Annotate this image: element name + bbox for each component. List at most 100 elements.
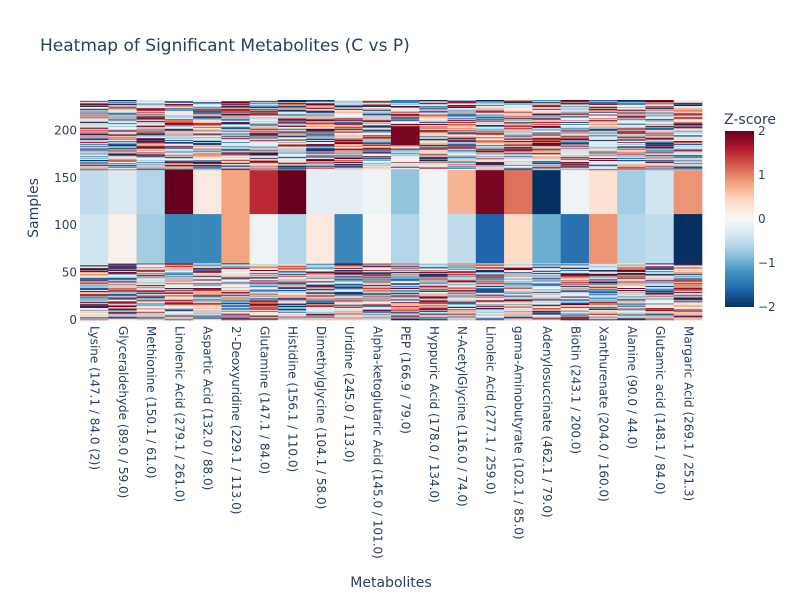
heatmap-cell xyxy=(221,299,250,301)
heatmap-cell xyxy=(475,153,505,155)
heatmap-cell xyxy=(108,268,137,271)
heatmap-cell xyxy=(419,148,448,150)
heatmap-cell xyxy=(504,145,533,147)
heatmap-cell xyxy=(80,165,109,167)
heatmap-cell xyxy=(277,129,307,131)
heatmap-cell xyxy=(136,294,166,296)
heatmap-cell xyxy=(334,135,364,137)
heatmap-cell xyxy=(673,288,703,290)
heatmap-cell xyxy=(306,288,335,290)
heatmap-cell xyxy=(673,106,703,108)
heatmap-cell xyxy=(80,145,109,147)
heatmap-cell xyxy=(334,278,364,280)
heatmap-cell xyxy=(108,315,137,317)
heatmap-cell xyxy=(277,293,307,295)
heatmap-cell xyxy=(164,270,194,272)
heatmap-cell xyxy=(362,163,392,165)
heatmap-cell xyxy=(475,274,505,276)
heatmap-cell xyxy=(80,151,109,153)
heatmap-cell xyxy=(504,136,533,138)
heatmap-cell xyxy=(419,135,448,137)
heatmap-cell xyxy=(419,133,448,135)
heatmap-cell xyxy=(362,316,392,318)
x-tick-label: Glyceraldehyde (89.0 / 59.0) xyxy=(116,326,130,498)
heatmap-cell xyxy=(617,312,646,314)
heatmap-cell xyxy=(277,288,307,290)
heatmap-cell xyxy=(504,165,533,167)
heatmap-cell xyxy=(80,136,109,139)
heatmap-cell xyxy=(391,295,420,297)
heatmap-cell xyxy=(419,105,448,107)
heatmap-cell xyxy=(80,310,109,312)
heatmap-cell xyxy=(193,148,222,150)
heatmap-cell xyxy=(362,300,392,302)
heatmap-cell xyxy=(673,137,703,140)
heatmap-cell xyxy=(504,268,533,271)
heatmap-cell xyxy=(447,153,477,155)
heatmap-cell xyxy=(164,152,194,154)
heatmap-cell xyxy=(193,108,222,110)
heatmap-cell xyxy=(504,266,533,269)
heatmap-cell xyxy=(391,275,420,277)
heatmap-cell xyxy=(617,275,646,277)
heatmap-cell xyxy=(193,166,222,168)
heatmap-block-cell xyxy=(419,213,448,264)
heatmap-cell xyxy=(645,145,675,147)
heatmap-cell xyxy=(475,144,505,146)
heatmap-cell xyxy=(334,270,364,272)
heatmap-cell xyxy=(673,122,703,125)
heatmap-cell xyxy=(447,146,477,148)
heatmap-cell xyxy=(306,309,335,311)
heatmap-cell xyxy=(249,298,279,300)
heatmap-cell xyxy=(673,125,703,127)
heatmap-cell xyxy=(645,156,675,159)
heatmap-cell xyxy=(164,286,194,289)
heatmap-cell xyxy=(221,169,250,171)
heatmap-cell xyxy=(475,137,505,140)
heatmap-cell xyxy=(136,289,166,291)
heatmap-cell xyxy=(532,265,561,267)
heatmap-cell xyxy=(617,126,646,128)
heatmap-cell xyxy=(306,121,335,124)
heatmap-cell xyxy=(560,266,590,269)
heatmap-cell xyxy=(617,119,646,122)
heatmap-cell xyxy=(645,284,675,287)
heatmap-cell xyxy=(560,285,590,288)
heatmap-cell xyxy=(673,283,703,285)
heatmap-cell xyxy=(306,270,335,272)
heatmap-cell xyxy=(193,142,222,144)
heatmap-cell xyxy=(617,103,646,106)
heatmap-cell xyxy=(391,122,420,125)
heatmap-cell xyxy=(673,310,703,312)
heatmap-cell xyxy=(504,294,533,296)
heatmap-cell xyxy=(617,115,646,117)
heatmap-cell xyxy=(391,125,420,127)
heatmap-cell xyxy=(419,309,448,311)
heatmap-cell xyxy=(334,126,364,128)
heatmap-cell xyxy=(504,118,533,120)
heatmap-cell xyxy=(504,119,533,122)
heatmap-cell xyxy=(334,275,364,277)
heatmap-cell xyxy=(673,114,703,116)
heatmap-cell xyxy=(80,143,109,145)
heatmap-cell xyxy=(136,273,166,275)
heatmap-cell xyxy=(249,300,279,302)
heatmap-cell xyxy=(532,150,561,152)
colorbar-tick-label: 2 xyxy=(758,124,766,138)
heatmap-cell xyxy=(645,281,675,283)
heatmap-cell xyxy=(221,319,250,321)
heatmap-cell xyxy=(108,269,137,271)
heatmap-cell xyxy=(306,135,335,137)
heatmap-cell xyxy=(362,160,392,162)
heatmap-block-cell xyxy=(193,170,222,215)
heatmap-cell xyxy=(193,105,222,107)
heatmap-cell xyxy=(108,119,137,122)
heatmap-cell xyxy=(617,127,646,129)
heatmap-cell xyxy=(447,136,477,138)
heatmap-cell xyxy=(447,150,477,152)
heatmap-cell xyxy=(193,288,222,290)
heatmap-cell xyxy=(588,114,618,116)
heatmap-cell xyxy=(391,285,420,288)
heatmap-cell xyxy=(645,162,675,164)
heatmap-cell xyxy=(673,120,703,123)
